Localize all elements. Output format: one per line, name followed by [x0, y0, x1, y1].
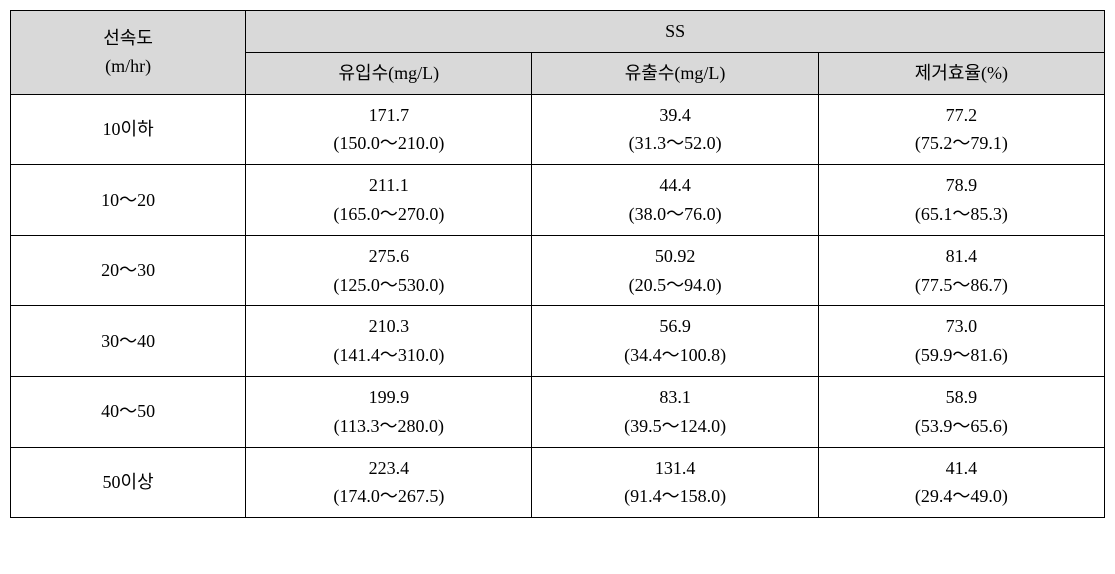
- cell-range: (91.4～158.0): [536, 482, 813, 511]
- cell-range: (141.4～310.0): [250, 341, 527, 370]
- row-label: 10～20: [11, 165, 246, 236]
- cell-range: (77.5～86.7): [823, 271, 1100, 300]
- cell-range: (39.5～124.0): [536, 412, 813, 441]
- header-row-1: 선속도 (m/hr) SS: [11, 11, 1105, 53]
- cell-range: (29.4～49.0): [823, 482, 1100, 511]
- data-cell: 211.1 (165.0～270.0): [246, 165, 532, 236]
- table-row: 20～30 275.6 (125.0～530.0) 50.92 (20.5～94…: [11, 235, 1105, 306]
- row-label: 40～50: [11, 376, 246, 447]
- row-label-header-line2: (m/hr): [15, 52, 241, 81]
- table-header: 선속도 (m/hr) SS 유입수(mg/L) 유출수(mg/L) 제거효율(%…: [11, 11, 1105, 95]
- data-cell: 58.9 (53.9～65.6): [818, 376, 1104, 447]
- data-cell: 210.3 (141.4～310.0): [246, 306, 532, 377]
- cell-range: (38.0～76.0): [536, 200, 813, 229]
- cell-range: (125.0～530.0): [250, 271, 527, 300]
- cell-value: 56.9: [536, 312, 813, 341]
- cell-value: 39.4: [536, 101, 813, 130]
- data-cell: 81.4 (77.5～86.7): [818, 235, 1104, 306]
- data-cell: 77.2 (75.2～79.1): [818, 94, 1104, 165]
- table-row: 10～20 211.1 (165.0～270.0) 44.4 (38.0～76.…: [11, 165, 1105, 236]
- cell-value: 58.9: [823, 383, 1100, 412]
- table-row: 50이상 223.4 (174.0～267.5) 131.4 (91.4～158…: [11, 447, 1105, 518]
- cell-range: (165.0～270.0): [250, 200, 527, 229]
- cell-range: (113.3～280.0): [250, 412, 527, 441]
- table-row: 40～50 199.9 (113.3～280.0) 83.1 (39.5～124…: [11, 376, 1105, 447]
- row-label: 30～40: [11, 306, 246, 377]
- data-cell: 131.4 (91.4～158.0): [532, 447, 818, 518]
- data-cell: 39.4 (31.3～52.0): [532, 94, 818, 165]
- data-cell: 171.7 (150.0～210.0): [246, 94, 532, 165]
- cell-value: 41.4: [823, 454, 1100, 483]
- group-header: SS: [246, 11, 1105, 53]
- data-cell: 41.4 (29.4～49.0): [818, 447, 1104, 518]
- cell-range: (174.0～267.5): [250, 482, 527, 511]
- cell-range: (75.2～79.1): [823, 129, 1100, 158]
- cell-value: 131.4: [536, 454, 813, 483]
- cell-value: 44.4: [536, 171, 813, 200]
- cell-range: (31.3～52.0): [536, 129, 813, 158]
- cell-value: 83.1: [536, 383, 813, 412]
- cell-range: (20.5～94.0): [536, 271, 813, 300]
- cell-value: 78.9: [823, 171, 1100, 200]
- data-cell: 223.4 (174.0～267.5): [246, 447, 532, 518]
- row-label: 50이상: [11, 447, 246, 518]
- cell-value: 199.9: [250, 383, 527, 412]
- data-cell: 44.4 (38.0～76.0): [532, 165, 818, 236]
- cell-value: 171.7: [250, 101, 527, 130]
- table-body: 10이하 171.7 (150.0～210.0) 39.4 (31.3～52.0…: [11, 94, 1105, 518]
- data-cell: 50.92 (20.5～94.0): [532, 235, 818, 306]
- data-cell: 78.9 (65.1～85.3): [818, 165, 1104, 236]
- column-header-inflow: 유입수(mg/L): [246, 52, 532, 94]
- cell-value: 275.6: [250, 242, 527, 271]
- cell-value: 81.4: [823, 242, 1100, 271]
- cell-value: 77.2: [823, 101, 1100, 130]
- cell-range: (34.4～100.8): [536, 341, 813, 370]
- data-cell: 83.1 (39.5～124.0): [532, 376, 818, 447]
- cell-range: (150.0～210.0): [250, 129, 527, 158]
- cell-value: 211.1: [250, 171, 527, 200]
- column-header-outflow: 유출수(mg/L): [532, 52, 818, 94]
- data-cell: 199.9 (113.3～280.0): [246, 376, 532, 447]
- cell-value: 73.0: [823, 312, 1100, 341]
- cell-range: (53.9～65.6): [823, 412, 1100, 441]
- cell-value: 50.92: [536, 242, 813, 271]
- row-label: 20～30: [11, 235, 246, 306]
- data-table: 선속도 (m/hr) SS 유입수(mg/L) 유출수(mg/L) 제거효율(%…: [10, 10, 1105, 518]
- table-row: 30～40 210.3 (141.4～310.0) 56.9 (34.4～100…: [11, 306, 1105, 377]
- cell-range: (59.9～81.6): [823, 341, 1100, 370]
- data-cell: 56.9 (34.4～100.8): [532, 306, 818, 377]
- column-header-efficiency: 제거효율(%): [818, 52, 1104, 94]
- cell-range: (65.1～85.3): [823, 200, 1100, 229]
- table-row: 10이하 171.7 (150.0～210.0) 39.4 (31.3～52.0…: [11, 94, 1105, 165]
- data-cell: 73.0 (59.9～81.6): [818, 306, 1104, 377]
- row-label: 10이하: [11, 94, 246, 165]
- data-cell: 275.6 (125.0～530.0): [246, 235, 532, 306]
- row-label-header-line1: 선속도: [15, 24, 241, 53]
- row-label-header: 선속도 (m/hr): [11, 11, 246, 95]
- cell-value: 223.4: [250, 454, 527, 483]
- cell-value: 210.3: [250, 312, 527, 341]
